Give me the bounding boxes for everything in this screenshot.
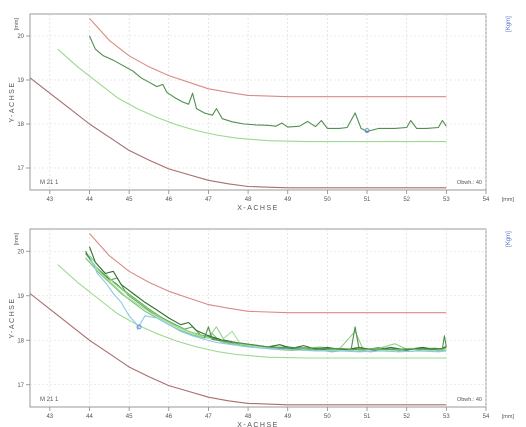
x-tick-label: 51 bbox=[364, 414, 371, 420]
series-line-2 bbox=[57, 48, 447, 143]
y-unit-label: [mm] bbox=[14, 233, 20, 246]
x-tick-label: 49 bbox=[284, 197, 291, 203]
x-tick-label: 46 bbox=[165, 197, 172, 203]
y-tick-label: 18 bbox=[17, 338, 24, 344]
y-unit-label: [mm] bbox=[14, 18, 20, 31]
x-tick-label: 52 bbox=[403, 197, 410, 203]
x-tick-label: 43 bbox=[46, 197, 53, 203]
x-tick-label: 50 bbox=[324, 414, 331, 420]
series-line-11 bbox=[203, 326, 447, 350]
x-tick-label: 54 bbox=[483, 197, 490, 203]
series-line-3 bbox=[29, 293, 447, 406]
x-unit-label: [mm] bbox=[502, 414, 515, 420]
x-axis-title: X-ACHSE bbox=[237, 422, 279, 427]
x-tick-label: 45 bbox=[126, 414, 133, 420]
x-tick-label: 51 bbox=[364, 197, 371, 203]
series-line-1 bbox=[89, 233, 447, 314]
y-tick-label: 17 bbox=[17, 166, 24, 172]
count-label: Obwh.: 40 bbox=[457, 397, 482, 403]
y-tick-label: 19 bbox=[17, 294, 24, 300]
x-tick-label: 47 bbox=[205, 414, 212, 420]
y-tick-label: 19 bbox=[17, 78, 24, 84]
count-label: Obwh.: 40 bbox=[457, 180, 482, 186]
x-tick-label: 47 bbox=[205, 197, 212, 203]
sample-label: M 21 1 bbox=[40, 180, 59, 186]
x-unit-label: [mm] bbox=[502, 197, 515, 203]
series-line-3 bbox=[29, 77, 447, 189]
y-axis-title: Y-ACHSE bbox=[9, 82, 16, 123]
x-tick-label: 44 bbox=[86, 414, 93, 420]
x-tick-label: 46 bbox=[165, 414, 172, 420]
series-line-10 bbox=[88, 255, 447, 353]
y-tick-label: 17 bbox=[17, 383, 24, 389]
point-marker bbox=[364, 128, 370, 134]
x-tick-label: 48 bbox=[245, 197, 252, 203]
x-tick-label: 49 bbox=[284, 414, 291, 420]
x-tick-label: 54 bbox=[483, 414, 490, 420]
plot-frame bbox=[29, 228, 487, 408]
x-tick-label: 44 bbox=[86, 197, 93, 203]
y-tick-label: 20 bbox=[17, 34, 24, 40]
corner-label: [Kgm] bbox=[506, 231, 512, 247]
plot-frame bbox=[29, 13, 487, 191]
y-tick-label: 18 bbox=[17, 122, 24, 128]
x-axis-title: X-ACHSE bbox=[237, 205, 279, 212]
sample-label: M 21 1 bbox=[40, 397, 59, 403]
x-tick-label: 53 bbox=[443, 414, 450, 420]
y-tick-label: 20 bbox=[17, 249, 24, 255]
x-tick-label: 45 bbox=[126, 197, 133, 203]
chart-panel-2: 43 44 45 46 47 48 49 50 51 52 53 54 20 19 18 17 [mm] [mm]… bbox=[9, 228, 515, 427]
series-line-2 bbox=[57, 264, 447, 359]
corner-label: [Kgm] bbox=[506, 16, 512, 32]
x-tick-label: 43 bbox=[46, 414, 53, 420]
series-line-1 bbox=[89, 18, 447, 98]
y-axis-title: Y-ACHSE bbox=[9, 298, 16, 339]
series-line-4 bbox=[88, 35, 447, 133]
x-tick-label: 48 bbox=[245, 414, 252, 420]
chart-panel-1: 43 44 45 46 47 48 49 50 51 52 53 54 20 19 18 17 [mm] [mm]… bbox=[9, 13, 515, 212]
point-marker bbox=[136, 324, 142, 330]
x-tick-label: 53 bbox=[443, 197, 450, 203]
x-tick-label: 50 bbox=[324, 197, 331, 203]
x-tick-label: 52 bbox=[403, 414, 410, 420]
